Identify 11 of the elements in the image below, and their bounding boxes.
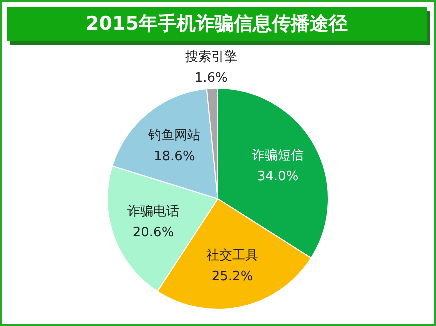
slice-label: 钓鱼网站 xyxy=(148,128,201,144)
slice-label: 诈骗电话 xyxy=(128,204,180,220)
slice-label: 诈骗短信 xyxy=(252,148,304,164)
chart-title: 2015年手机诈骗信息传播途径 xyxy=(7,7,427,41)
data-label: 18.6% xyxy=(154,149,196,164)
data-label: 1.6% xyxy=(194,71,228,86)
data-label: 20.6% xyxy=(132,226,174,241)
slice-label: 社交工具 xyxy=(206,247,259,264)
data-label: 34.0% xyxy=(257,169,299,184)
data-label: 25.2% xyxy=(212,269,254,284)
slice-label: 搜索引擎 xyxy=(185,50,238,66)
